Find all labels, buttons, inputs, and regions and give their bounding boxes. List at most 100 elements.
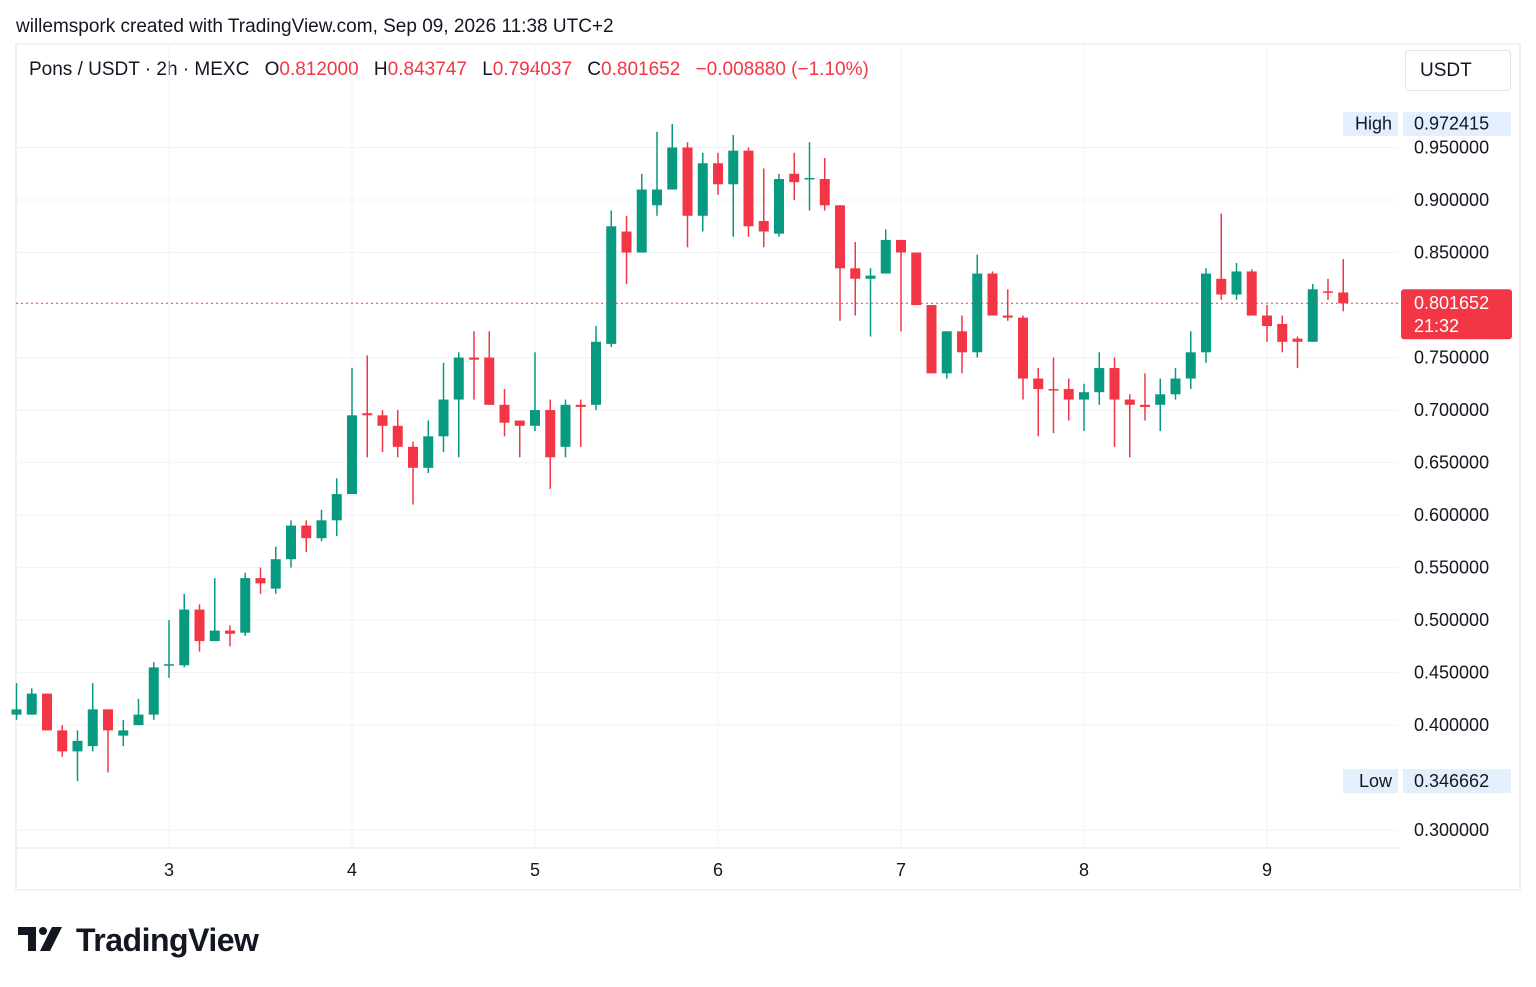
last-price-bg [1401,289,1512,340]
candle-body [1079,392,1089,400]
y-tick-label: 0.400000 [1414,715,1489,735]
candle-body [560,404,571,447]
last-price-value: 0.801652 [1414,293,1489,313]
candle-body [133,714,144,726]
y-tick-label: 0.700000 [1414,400,1489,420]
candle-body [164,664,174,666]
candle-body [87,709,98,747]
logo-icon [18,927,62,951]
candle-body [331,494,342,521]
y-tick-label: 0.450000 [1414,662,1489,682]
candle-body [667,147,678,190]
overlay: 0.300000 0.400000 0.450000 0.500000 0.550000… [16,111,1512,880]
candle-body [362,413,373,416]
high-key: H [373,59,388,80]
x-tick-label: 9 [1262,860,1272,880]
candle-body [972,273,983,353]
marker-value-bg [1403,769,1511,794]
marker-label-bg [1343,769,1398,794]
candles [11,123,1349,782]
candle-body [26,693,37,715]
candle-body [926,305,937,374]
candle-body [652,189,662,206]
candle-body [758,221,769,232]
close-key: C [587,59,602,80]
candle-body [1262,315,1272,327]
candle-body [469,357,479,360]
candle-body [225,630,235,634]
low-value: 0.794037 [492,59,573,80]
candle-body [682,147,693,216]
candle-body [591,341,601,405]
candle-body [880,239,891,274]
last-price-countdown: 21:32 [1414,316,1459,336]
y-tick-label: 0.300000 [1414,820,1489,840]
candle-body [1033,378,1044,390]
x-tick-label: 6 [713,860,723,880]
candle-body [941,331,952,374]
candle-body [850,268,861,279]
candle-body [499,404,510,423]
candle-body [957,331,967,353]
candle-body [1140,404,1150,407]
candle-body [438,399,449,437]
logo: TradingView [18,918,259,962]
candle-body [621,231,632,253]
candle-body [316,520,327,539]
y-tick-label: 0.950000 [1414,137,1489,157]
candle-body [1109,368,1120,400]
currency-button[interactable]: USDT [1405,50,1511,91]
candle-body [1094,368,1105,393]
candle-body [606,226,617,344]
candle-body [194,609,205,642]
y-tick-label: 0.550000 [1414,557,1489,577]
candle-body [1338,292,1349,304]
candle-body [819,179,830,206]
candle-body [713,163,723,185]
candle-body [1216,278,1227,295]
candle-body [530,410,540,426]
candle-body [774,179,784,234]
x-tick-label: 7 [896,860,906,880]
candle-body [743,150,754,227]
change: −0.008880 (−1.10%) [695,59,869,80]
y-tick-label: 0.500000 [1414,610,1489,630]
marker-value-bg [1403,111,1511,136]
candle-body [636,189,647,253]
marker-label: High [1355,114,1392,134]
ohlc-legend: Pons / USDT · 2h · MEXC O0.812000 H0.843… [29,59,869,81]
candle-body [301,525,312,539]
candle-body [103,709,113,731]
candle-body [347,415,357,495]
candle-body [911,252,922,306]
candle-body [1018,317,1028,379]
candle-body [11,709,22,715]
candle-body [148,667,159,715]
candle-body [1063,389,1074,400]
y-tick-label: 0.750000 [1414,347,1489,367]
x-tick-label: 8 [1079,860,1089,880]
candle-body [179,609,190,666]
open-key: O [264,59,280,80]
marker-value: 0.972415 [1414,114,1489,134]
candle-body [1185,352,1196,379]
x-tick-label: 4 [347,860,357,880]
candle-body [1201,273,1211,353]
candle-body [575,404,586,407]
candle-body [1307,289,1318,342]
candle-body [1155,394,1166,405]
x-tick-label: 5 [530,860,540,880]
candle-body [1246,271,1257,316]
high-value: 0.843747 [387,59,467,80]
candle-body [804,177,815,180]
candle-body [1323,291,1333,293]
candle-body [377,415,388,426]
candle-body [896,239,906,253]
candle-body [209,630,220,642]
close-value: 0.801652 [601,59,681,80]
frame [15,43,1521,891]
y-tick-label: 0.850000 [1414,242,1489,262]
candle-body [1231,271,1242,295]
